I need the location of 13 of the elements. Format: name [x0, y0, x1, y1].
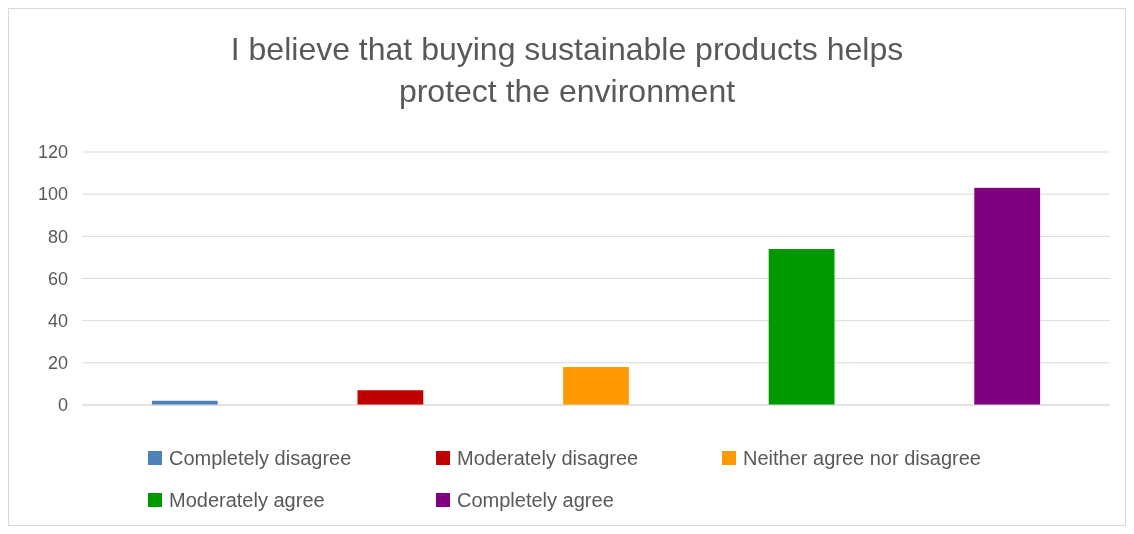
legend-label: Moderately disagree	[457, 447, 639, 469]
y-tick-label: 40	[47, 310, 68, 331]
legend-label: Moderately agree	[169, 489, 325, 511]
y-tick-label: 20	[47, 353, 68, 374]
legend-label: Completely disagree	[169, 447, 352, 469]
chart-title: I believe that buying sustainable products helps protect the environment	[230, 31, 904, 109]
y-tick-label: 100	[37, 184, 68, 205]
y-tick-label: 60	[47, 268, 68, 289]
legend-label: Neither agree nor disagree	[743, 447, 981, 469]
y-tick-label: 80	[47, 226, 68, 247]
legend-label: Completely agree	[457, 489, 614, 511]
y-tick-label: 120	[37, 142, 68, 163]
y-tick-label: 0	[57, 395, 68, 416]
